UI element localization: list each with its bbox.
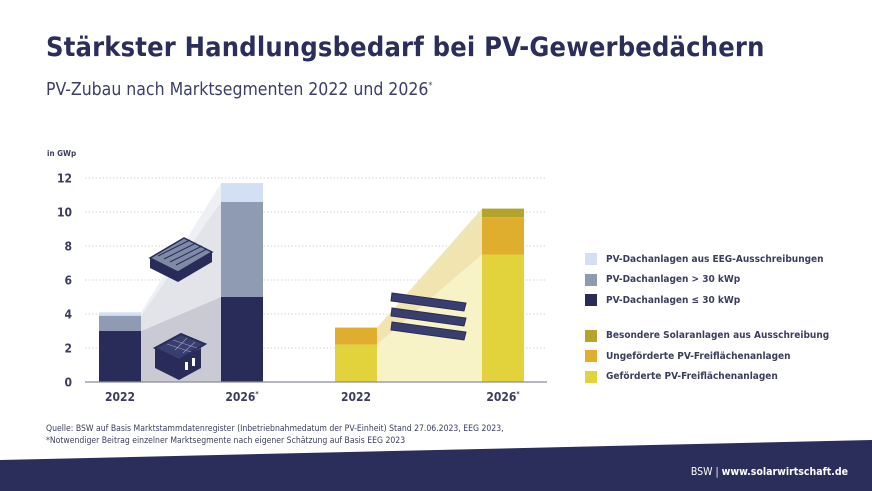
legend-item: PV-Dachanlagen ≤ 30 kWp: [585, 290, 829, 311]
bar-segment: [335, 327, 377, 345]
legend-label: PV-Dachanlagen > 30 kWp: [606, 274, 741, 286]
legend-label: Ungeförderte PV-Freiflächenanlagen: [606, 350, 791, 362]
y-tick-label: 6: [64, 274, 72, 288]
bar-segment: [221, 201, 263, 297]
bar-segment: [221, 183, 263, 202]
y-tick-label: 2: [64, 342, 72, 356]
legend-label: PV-Dachanlagen aus EEG-Ausschreibungen: [606, 253, 824, 265]
source-line: Quelle: BSW auf Basis Marktstammdatenreg…: [46, 424, 504, 434]
bar-segment: [335, 344, 377, 382]
y-axis-label: in GWp: [47, 149, 76, 158]
footer-url[interactable]: www.solarwirtschaft.de: [721, 466, 848, 478]
legend-swatch: [585, 329, 597, 342]
source-note: Quelle: BSW auf Basis Marktstammdatenreg…: [46, 423, 504, 447]
bar-segment: [221, 297, 263, 382]
y-tick-label: 4: [64, 308, 72, 322]
legend-swatch: [585, 273, 597, 286]
legend-item: Ungeförderte PV-Freiflächenanlagen: [585, 346, 829, 367]
x-tick-label: 2022: [105, 390, 135, 404]
bar-segment: [482, 208, 524, 218]
subtitle-text: PV-Zubau nach Marktsegmenten 2022 und 20…: [46, 80, 429, 100]
bar-segment: [99, 331, 141, 382]
legend-swatch: [585, 294, 597, 307]
x-tick-label: 2026*: [486, 390, 520, 404]
legend-item: Besondere Solaranlagen aus Ausschreibung: [585, 326, 829, 347]
subtitle: PV-Zubau nach Marktsegmenten 2022 und 20…: [46, 80, 432, 100]
y-tick-label: 10: [57, 206, 72, 220]
legend-label: Geförderte PV-Freiflächenanlagen: [606, 371, 778, 383]
x-tick-label: 2022: [341, 390, 371, 404]
legend-item: Geförderte PV-Freiflächenanlagen: [585, 367, 829, 388]
footnote-mark: *: [516, 390, 520, 398]
legend-swatch: [585, 350, 597, 363]
legend-label: Besondere Solaranlagen aus Ausschreibung: [606, 330, 830, 342]
bar-segment: [482, 217, 524, 255]
legend-swatch: [585, 253, 597, 266]
bar-segment: [482, 254, 524, 382]
footer-band: [0, 440, 872, 491]
footer-text: BSW | www.solarwirtschaft.de: [691, 466, 848, 478]
legend-item: PV-Dachanlagen aus EEG-Ausschreibungen: [585, 249, 829, 270]
footer-org: BSW |: [690, 466, 719, 478]
bar-segment: [99, 312, 141, 316]
legend-label: PV-Dachanlagen ≤ 30 kWp: [606, 294, 741, 306]
y-tick-label: 12: [57, 172, 72, 186]
legend-swatch: [585, 370, 597, 383]
footnote-line: *Notwendiger Beitrag einzelner Marktsegm…: [46, 436, 406, 446]
bar-segment: [99, 315, 141, 331]
commercial-roof-icon: [148, 237, 214, 282]
legend: PV-Dachanlagen aus EEG-Ausschreibungen P…: [585, 249, 829, 387]
y-tick-label: 8: [64, 240, 72, 254]
chart: in GWp 0 2 4 6 8 10 12 2022 2026* 2022 2026*: [47, 149, 547, 404]
subtitle-footnote-mark: *: [428, 81, 433, 92]
x-tick-label: 2026*: [225, 390, 259, 404]
house-roof-icon: [152, 332, 208, 380]
solar-panel-rows-icon: [390, 292, 467, 341]
footnote-mark: *: [255, 390, 259, 398]
legend-item: PV-Dachanlagen > 30 kWp: [585, 270, 829, 291]
y-tick-label: 0: [64, 376, 72, 390]
page-title: Stärkster Handlungsbedarf bei PV-Gewerbe…: [46, 32, 765, 63]
